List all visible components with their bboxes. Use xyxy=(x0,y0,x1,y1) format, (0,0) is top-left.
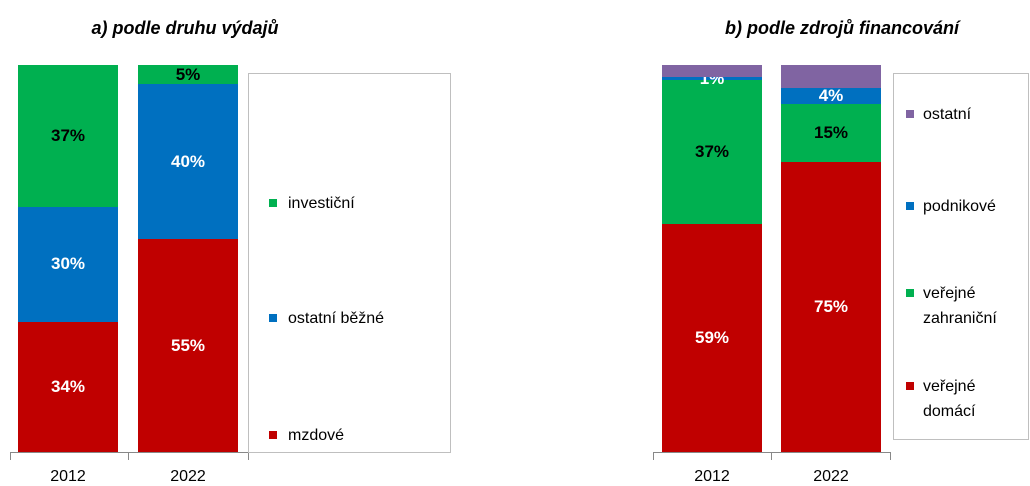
bar-segment xyxy=(138,239,238,452)
axis-tick xyxy=(771,452,772,460)
legend-swatch xyxy=(906,110,914,118)
bar-segment xyxy=(662,65,762,77)
legend-label: ostatní běžné xyxy=(288,310,385,327)
bar-segment xyxy=(781,65,881,89)
data-label: 30% xyxy=(50,254,86,274)
bar-segment xyxy=(781,103,881,162)
data-label: 4% xyxy=(818,85,844,105)
axis-tick xyxy=(653,452,654,460)
data-label: 75% xyxy=(813,296,849,316)
legend: ostatní podnikové veřejné zahraniční veřejn… xyxy=(893,73,1029,440)
data-label: 59% xyxy=(694,327,730,347)
x-tick-label: 2012 xyxy=(50,468,86,485)
bar-segment xyxy=(18,65,118,207)
axis-tick xyxy=(128,452,129,460)
legend-label: podnikové xyxy=(923,198,996,215)
data-label: 5% xyxy=(175,64,201,84)
axis-tick xyxy=(248,452,249,460)
x-tick-label: 2012 xyxy=(694,468,730,485)
x-tick-label: 2022 xyxy=(170,468,206,485)
data-label: 34% xyxy=(50,376,86,396)
axis-tick xyxy=(890,452,891,460)
legend-label: veřejné zahraniční xyxy=(923,285,997,327)
bar-segment xyxy=(781,161,881,452)
legend: investiční ostatní běžné mzdové xyxy=(248,73,451,453)
data-label: 37% xyxy=(50,125,86,145)
chart-title: b) podle zdrojů financování xyxy=(725,18,959,38)
x-tick-label: 2022 xyxy=(813,468,849,485)
x-axis xyxy=(10,452,248,453)
legend-swatch xyxy=(906,382,914,390)
bar-segment xyxy=(662,223,762,452)
bar-segment xyxy=(138,84,238,240)
legend-swatch xyxy=(269,314,277,322)
axis-tick xyxy=(10,452,11,460)
chart-title: a) podle druhu výdajů xyxy=(91,18,279,38)
legend-label: investiční xyxy=(288,195,355,212)
legend-swatch xyxy=(269,431,277,439)
legend-label: ostatní xyxy=(923,106,972,123)
data-label: 37% xyxy=(694,142,730,162)
bar-segment xyxy=(138,65,238,85)
bar-segment xyxy=(662,76,762,81)
data-label: 15% xyxy=(813,122,849,142)
legend-swatch xyxy=(269,199,277,207)
bar-segment xyxy=(781,88,881,104)
data-label: 40% xyxy=(170,151,206,171)
legend-label: mzdové xyxy=(288,427,345,444)
bar-segment xyxy=(18,206,118,322)
data-label: 55% xyxy=(170,335,206,355)
legend-swatch xyxy=(906,202,914,210)
bar-segment xyxy=(662,80,762,224)
legend-label: veřejné domácí xyxy=(923,378,976,420)
bar-segment xyxy=(18,321,118,452)
legend-swatch xyxy=(906,289,914,297)
